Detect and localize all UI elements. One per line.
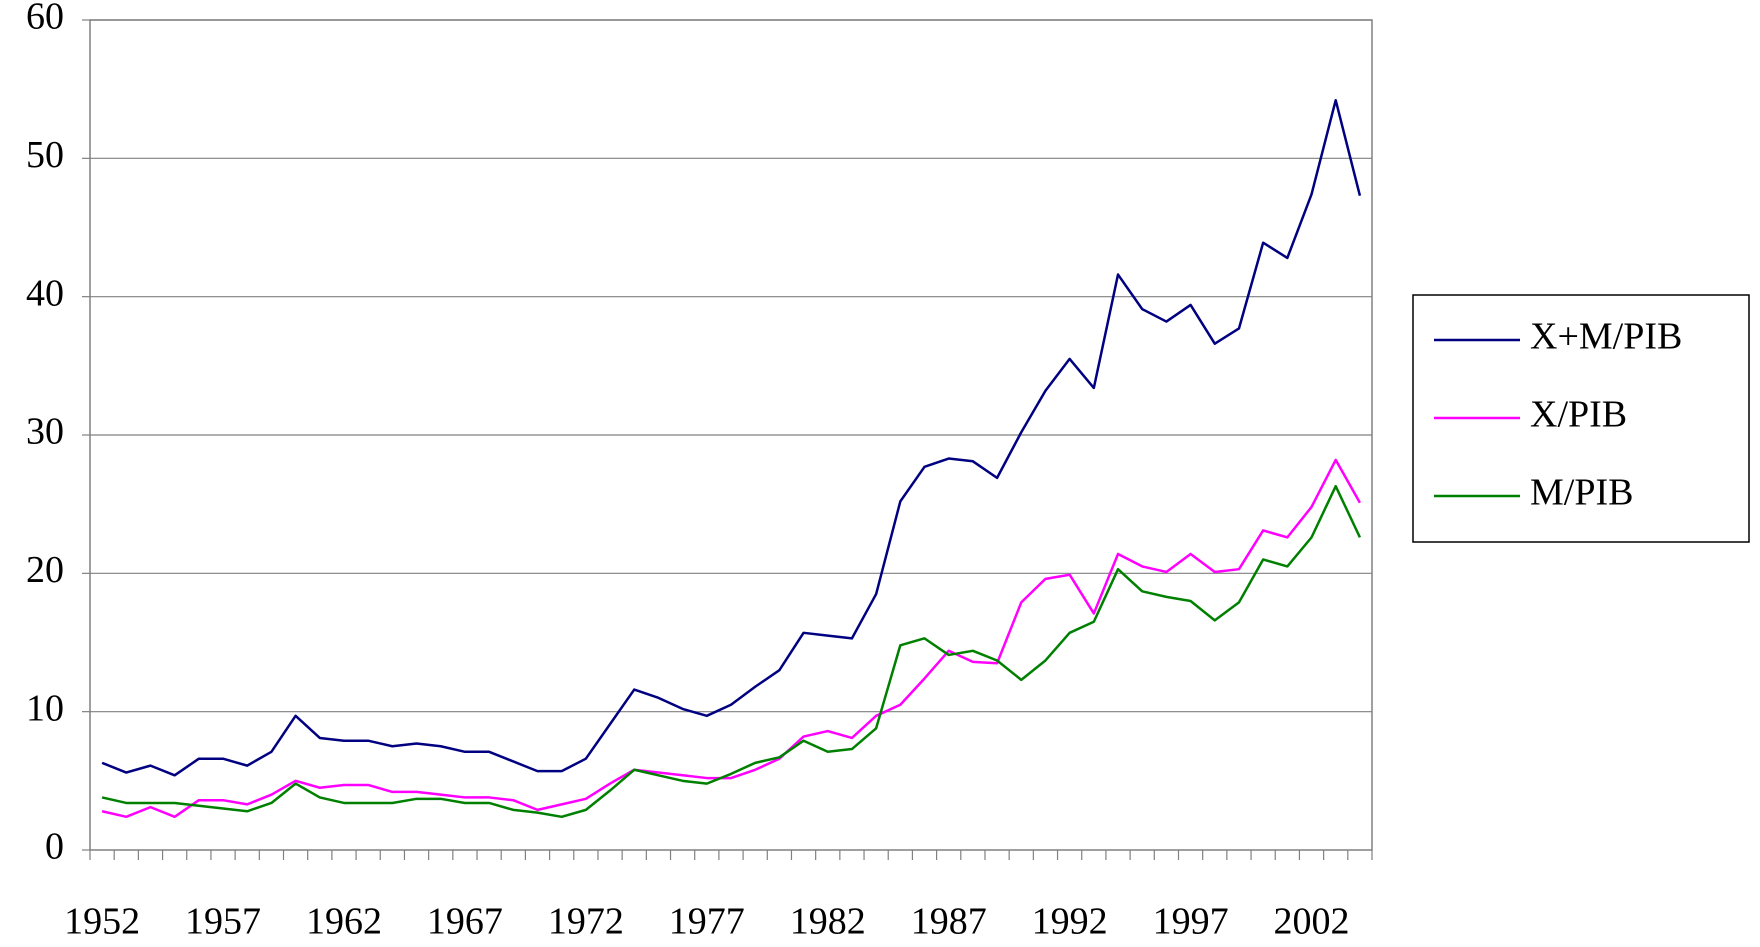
y-tick-label: 60 (26, 0, 64, 38)
legend-label: M/PIB (1530, 472, 1633, 514)
y-tick-label: 20 (26, 549, 64, 591)
x-tick-label: 1997 (1153, 901, 1229, 943)
y-tick-label: 30 (26, 411, 64, 453)
series-line (101, 98, 1362, 777)
x-tick-label: 1987 (911, 901, 987, 943)
x-tick-label: 1982 (790, 901, 866, 943)
x-tick-label: 2002 (1274, 901, 1350, 943)
plot-frame (89, 19, 1373, 851)
legend-label: X+M/PIB (1530, 316, 1682, 358)
y-tick-label: 10 (26, 687, 64, 729)
y-tick-label: 0 (45, 826, 64, 868)
x-tick-label: 1972 (548, 901, 624, 943)
y-tick-label: 50 (26, 134, 64, 176)
legend-label: X/PIB (1530, 394, 1627, 436)
y-tick-label: 40 (26, 272, 64, 314)
series-line (101, 484, 1362, 819)
series-line (101, 458, 1361, 819)
x-tick-label: 1977 (669, 901, 745, 943)
x-tick-label: 1967 (427, 901, 503, 943)
x-tick-label: 1957 (185, 901, 261, 943)
x-tick-label: 1962 (306, 901, 382, 943)
x-tick-label: 1992 (1032, 901, 1108, 943)
x-tick-label: 1952 (64, 901, 140, 943)
